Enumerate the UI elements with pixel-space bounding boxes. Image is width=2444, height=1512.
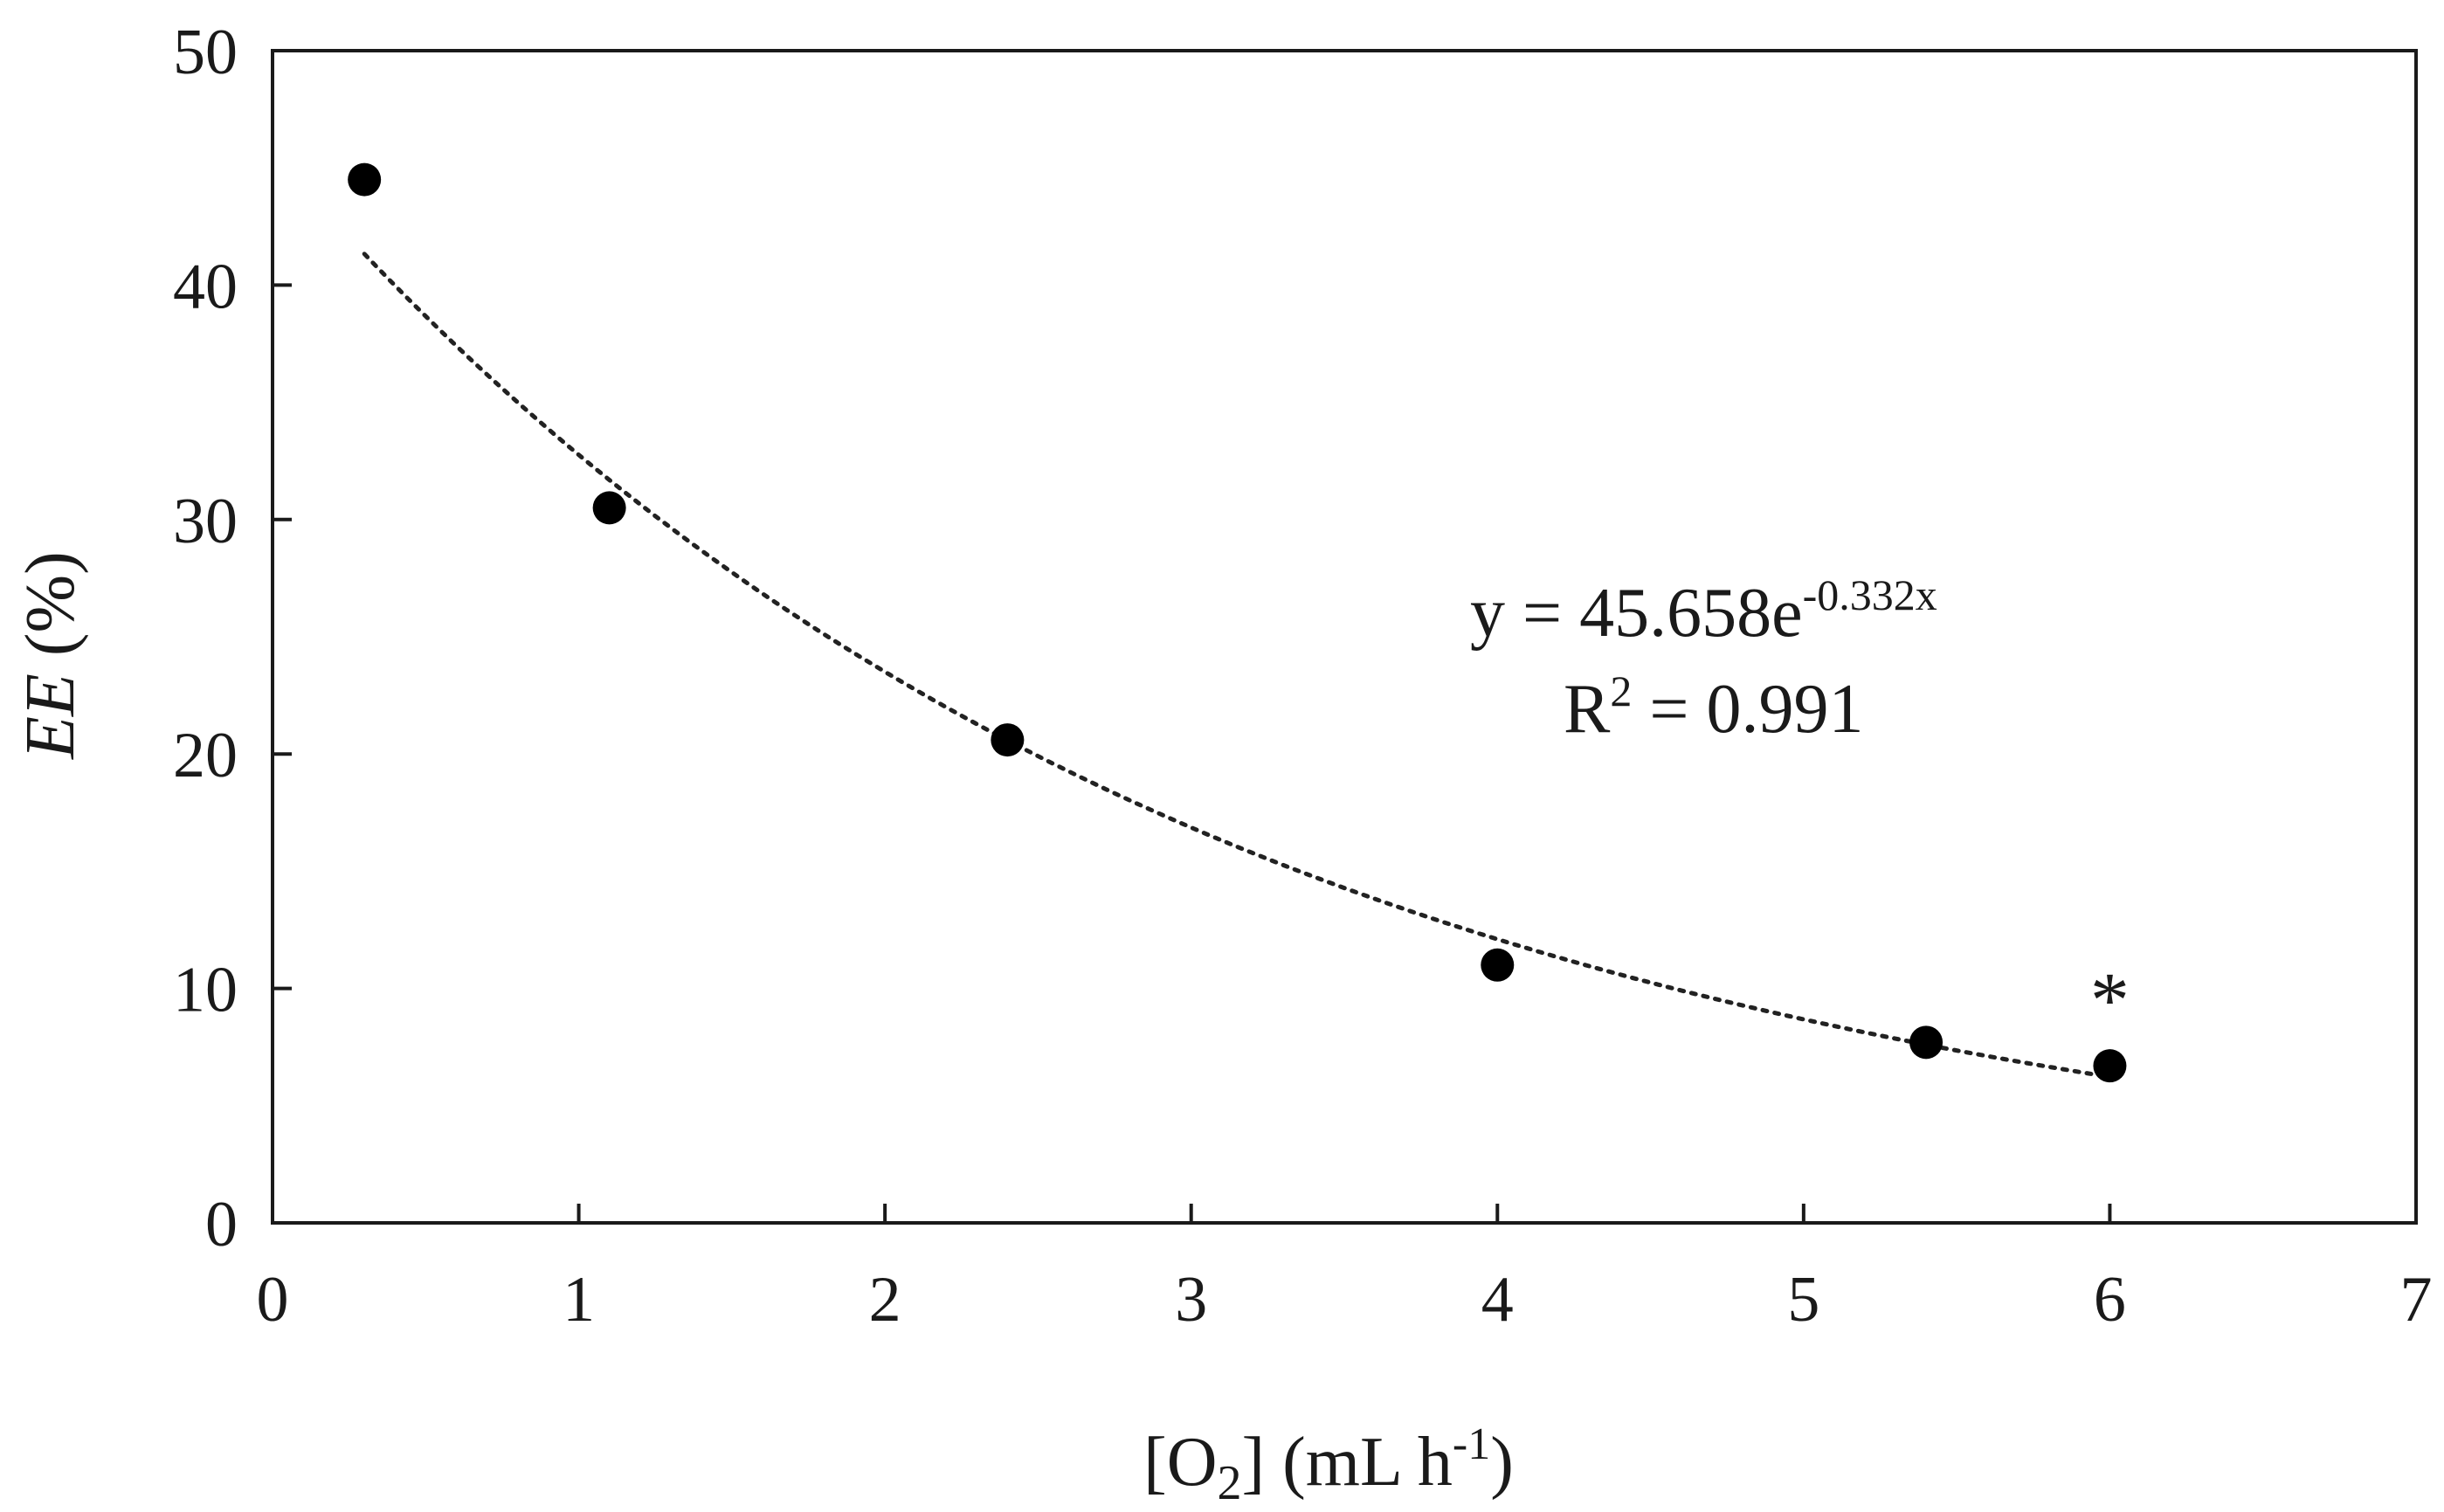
trendline-group xyxy=(362,252,2112,1080)
x-tick-label: 6 xyxy=(2094,1264,2126,1336)
trendline-equation: y = 45.658e-0.332x xyxy=(1470,570,1937,652)
x-tick-label: 4 xyxy=(1481,1264,1514,1336)
y-tick-label: 20 xyxy=(173,720,238,791)
data-point xyxy=(1481,948,1515,982)
y-axis-ticks: 0 10 20 30 40 50 xyxy=(173,17,292,1260)
plot-area xyxy=(271,49,2418,1225)
x-tick-label: 5 xyxy=(1787,1264,1819,1336)
x-tick-label: 0 xyxy=(257,1264,289,1336)
y-tick-label: 40 xyxy=(173,251,238,322)
x-tick-label: 1 xyxy=(563,1264,595,1336)
data-points xyxy=(348,162,2127,1083)
data-point xyxy=(348,162,382,197)
x-tick-label: 3 xyxy=(1175,1264,1207,1336)
x-tick-label: 2 xyxy=(869,1264,901,1336)
y-axis-title: EE (%) xyxy=(12,551,89,760)
x-axis-ticks: 0 1 2 3 4 5 6 7 xyxy=(257,1204,2433,1336)
data-point xyxy=(592,491,626,525)
significance-marker: * xyxy=(2090,957,2130,1044)
trendline xyxy=(362,252,2112,1080)
r-squared-label: R2 = 0.991 xyxy=(1564,666,1863,748)
x-tick-label: 7 xyxy=(2400,1264,2433,1336)
plot-frame xyxy=(271,49,2418,1225)
data-point xyxy=(2093,1049,2127,1083)
y-tick-label: 10 xyxy=(173,955,238,1026)
y-tick-label: 30 xyxy=(173,486,238,557)
data-point xyxy=(991,723,1025,757)
x-axis-title: [O2] (mL h-1) xyxy=(1143,1419,1514,1510)
data-point xyxy=(1909,1025,1943,1060)
y-tick-label: 50 xyxy=(173,17,238,88)
y-tick-label: 0 xyxy=(205,1189,238,1260)
